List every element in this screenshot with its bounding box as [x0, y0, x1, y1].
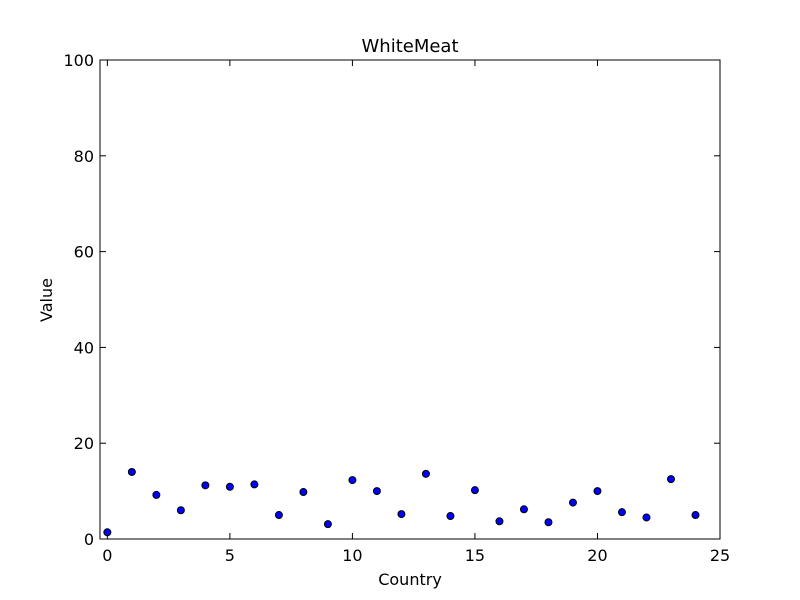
data-point [666, 475, 675, 484]
plot-area [99, 59, 721, 540]
axis-ticks [100, 59, 721, 540]
y-tick-label: 100 [63, 51, 94, 70]
data-point [372, 487, 381, 496]
data-point [127, 467, 136, 476]
y-tick-label: 80 [74, 147, 94, 166]
x-tick-label: 0 [102, 546, 112, 565]
data-point [593, 487, 602, 496]
data-point [495, 517, 504, 526]
x-tick-label: 5 [225, 546, 235, 565]
data-point [274, 511, 283, 520]
data-point [201, 481, 210, 490]
data-point [617, 508, 626, 517]
x-tick-label: 25 [710, 546, 730, 565]
y-tick-label: 60 [74, 243, 94, 262]
data-point [421, 469, 430, 478]
data-point [568, 498, 577, 507]
data-point [299, 488, 308, 497]
y-tick-label: 40 [74, 338, 94, 357]
x-tick-label: 20 [587, 546, 607, 565]
data-point [691, 511, 700, 520]
data-point [544, 518, 553, 527]
data-point [176, 506, 185, 515]
data-point [642, 513, 651, 522]
x-tick-labels: 0 5 10 15 20 25 [102, 546, 730, 565]
y-tick-label: 20 [74, 434, 94, 453]
x-tick-label: 15 [465, 546, 485, 565]
y-tick-label: 0 [84, 530, 94, 549]
data-points [103, 467, 700, 537]
data-point [519, 505, 528, 514]
axes-frame [99, 59, 721, 540]
data-point [225, 482, 234, 491]
data-point [103, 528, 112, 537]
data-point [470, 486, 479, 495]
data-point [323, 520, 332, 529]
data-point [397, 510, 406, 519]
x-axis-label: Country [378, 570, 442, 589]
y-tick-labels: 0 20 40 60 80 100 [63, 51, 94, 549]
chart-title: WhiteMeat [361, 36, 458, 57]
x-tick-label: 10 [342, 546, 362, 565]
data-point [152, 490, 161, 499]
y-axis-label: Value [37, 278, 56, 322]
data-point [446, 512, 455, 521]
data-point [250, 480, 259, 489]
data-point [348, 476, 357, 485]
